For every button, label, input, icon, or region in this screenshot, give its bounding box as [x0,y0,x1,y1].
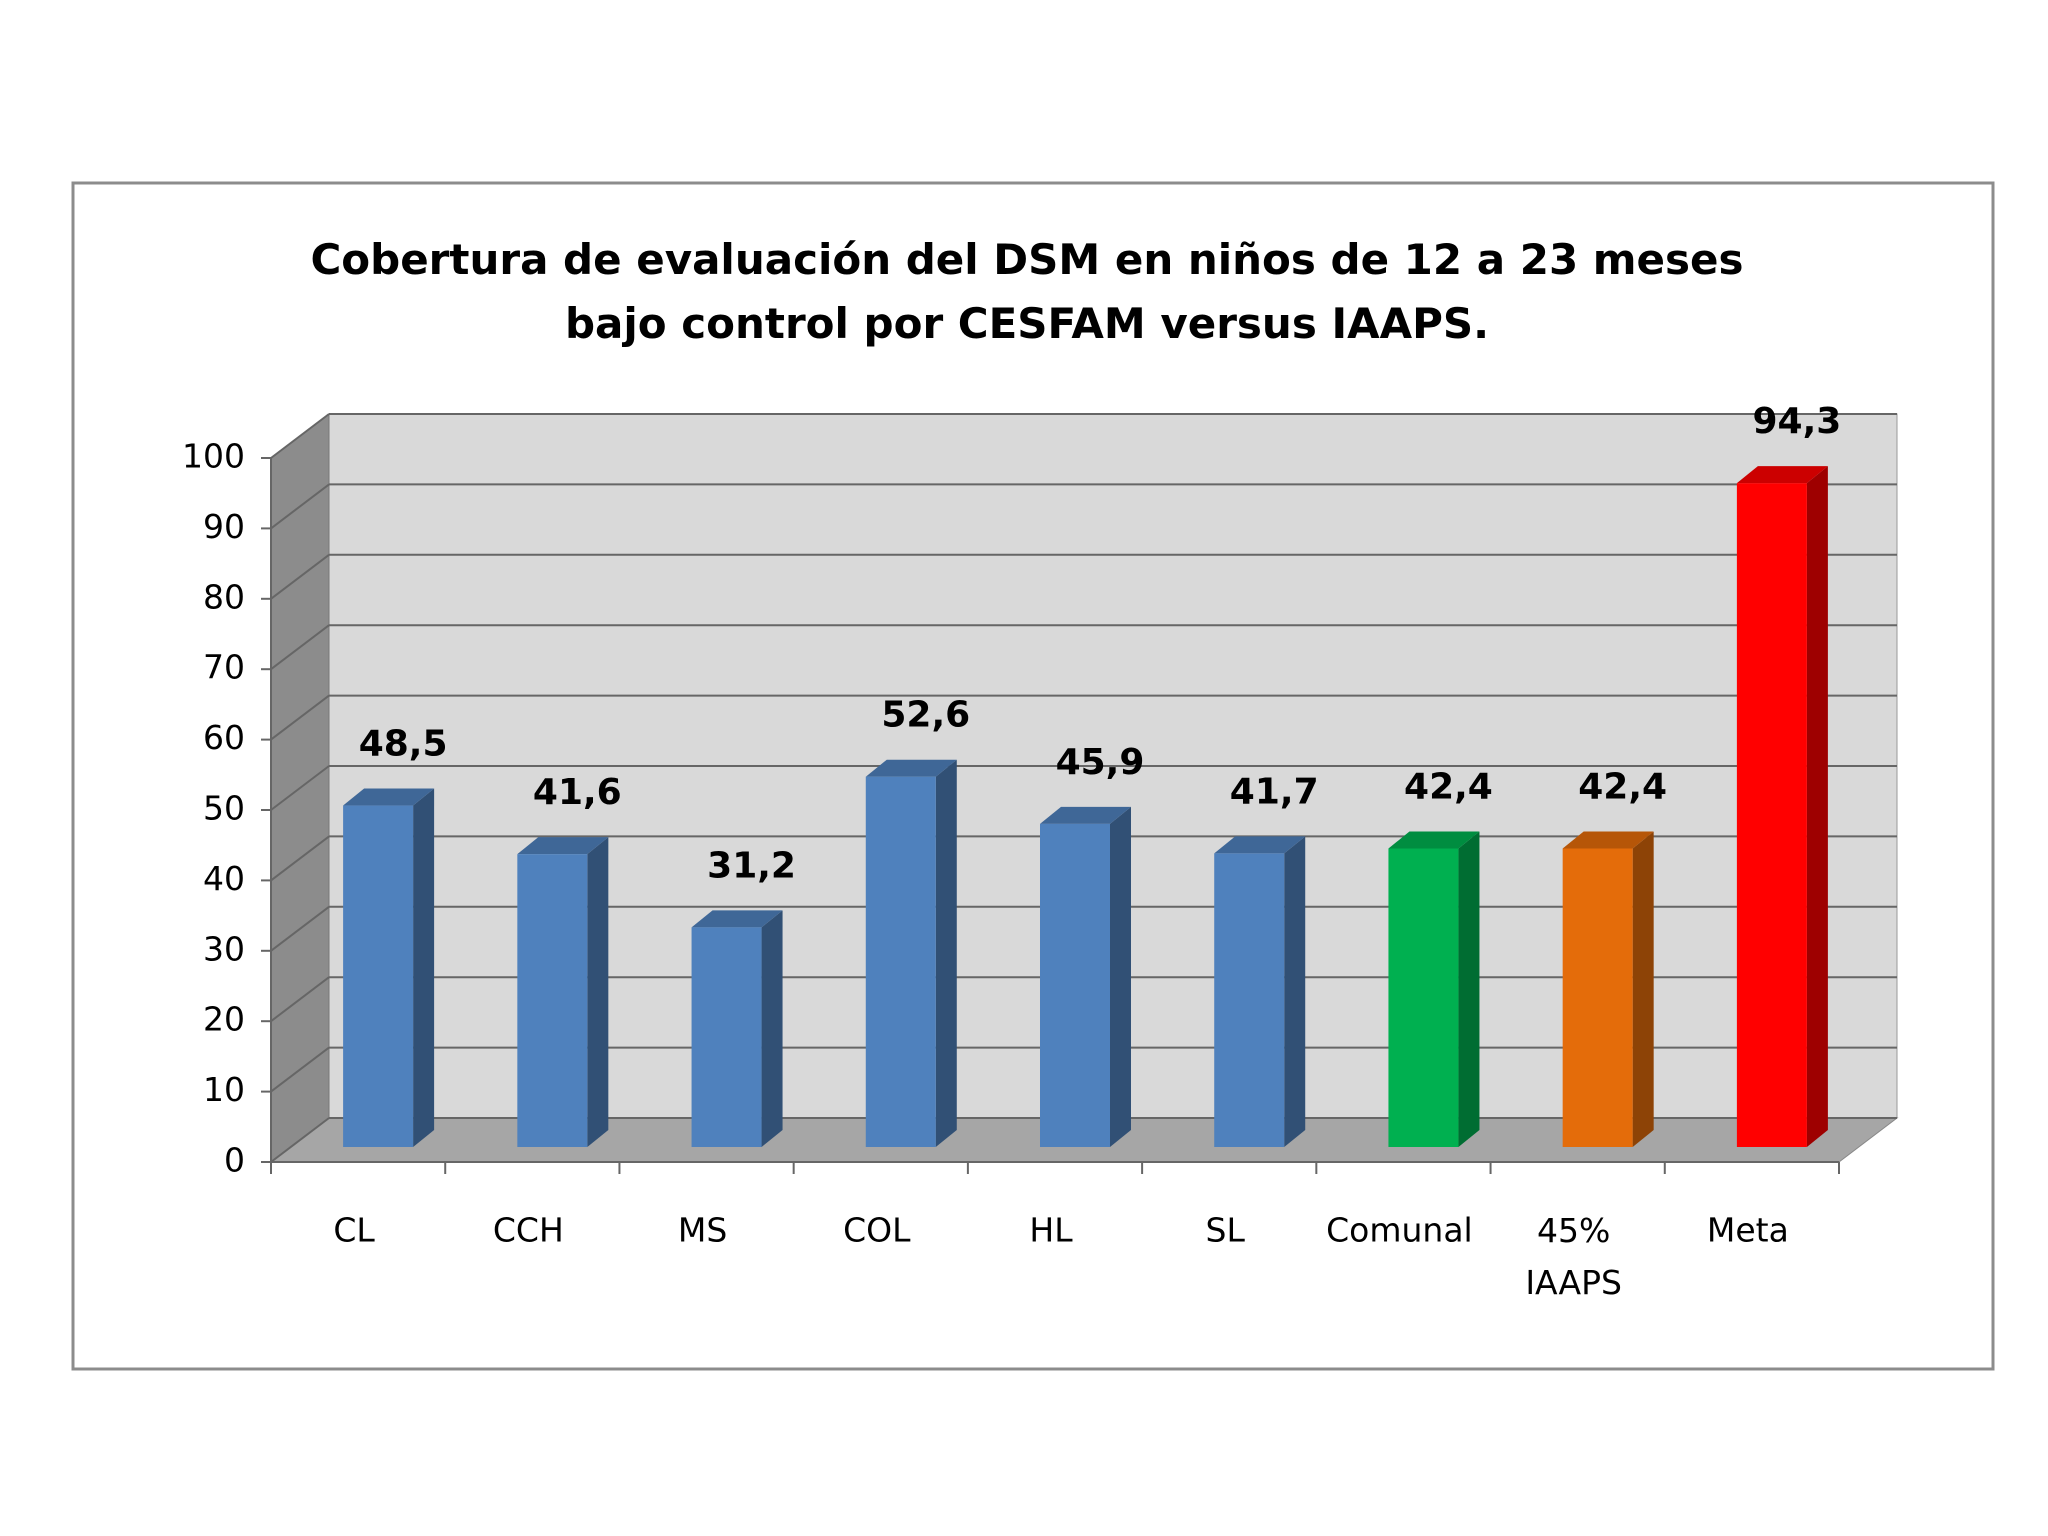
grid-line [270,906,330,952]
bar-top [1214,836,1306,854]
bar-side [935,759,957,1147]
x-tick-label: Meta [1707,1211,1789,1250]
bar [1388,848,1459,1147]
bar-side [761,910,783,1147]
grid-line [270,765,330,811]
bar-side [413,788,435,1147]
bar [1736,483,1807,1147]
x-tick-label: CL [333,1211,375,1250]
y-tick-label: 20 [203,1000,245,1039]
bar-top [865,759,957,777]
y-tick-label: 90 [203,507,245,546]
bar-side [1284,836,1306,1147]
grid-line [270,976,330,1022]
bar-top [1562,831,1654,849]
value-label: 42,4 [1404,767,1493,808]
grid-line [270,835,330,882]
bar-side [587,837,609,1147]
value-label: 45,9 [1056,742,1145,783]
x-tick-label: Comunal [1326,1211,1473,1250]
bar [1562,848,1633,1147]
bar-top [343,788,435,806]
bar-side [1458,831,1480,1147]
bar [691,927,762,1147]
value-label: 31,2 [707,845,796,886]
value-label: 52,6 [881,695,970,736]
grid-line [270,413,330,459]
y-tick-label: 30 [203,929,245,968]
y-tick-label: 100 [182,437,245,476]
y-tick-label: 40 [203,859,245,898]
bar [517,854,588,1147]
y-tick-label: 50 [203,789,245,828]
bar-side [1806,466,1828,1147]
bar-top [1388,831,1480,849]
grid-line [270,554,330,600]
chart-title: Cobertura de evaluación del DSM en niños… [310,235,1743,348]
grid-line [270,483,330,530]
grid-line [270,1117,330,1163]
bar [343,805,414,1147]
x-tick-label: COL [843,1211,911,1250]
bar-top [691,910,783,928]
bar-side [1632,831,1654,1147]
y-tick-label: 80 [203,577,245,616]
grid-line [270,694,330,741]
bar [865,776,936,1147]
value-label: 41,7 [1230,771,1319,812]
value-label: 48,5 [359,724,448,765]
grid-line [270,1046,330,1093]
y-tick-label: 0 [224,1141,245,1180]
bar-top [1736,466,1828,484]
value-label: 94,3 [1752,401,1841,442]
value-label: 42,4 [1578,767,1667,808]
x-tick-label: CCH [493,1211,564,1250]
bar [1040,823,1110,1147]
bar-top [517,837,609,855]
grid-line [270,624,330,670]
bar [1214,853,1285,1147]
x-tick-label: 45% IAAPS [1525,1211,1622,1302]
y-tick-label: 70 [203,648,245,687]
y-tick-label: 60 [203,718,245,757]
value-label: 41,6 [533,772,622,813]
y-tick-label: 10 [203,1070,245,1109]
x-tick-label: SL [1206,1211,1246,1250]
bar-side [1110,806,1131,1147]
bar-top [1040,806,1131,824]
x-tick-label: HL [1029,1211,1073,1250]
x-tick-label: MS [678,1211,727,1250]
